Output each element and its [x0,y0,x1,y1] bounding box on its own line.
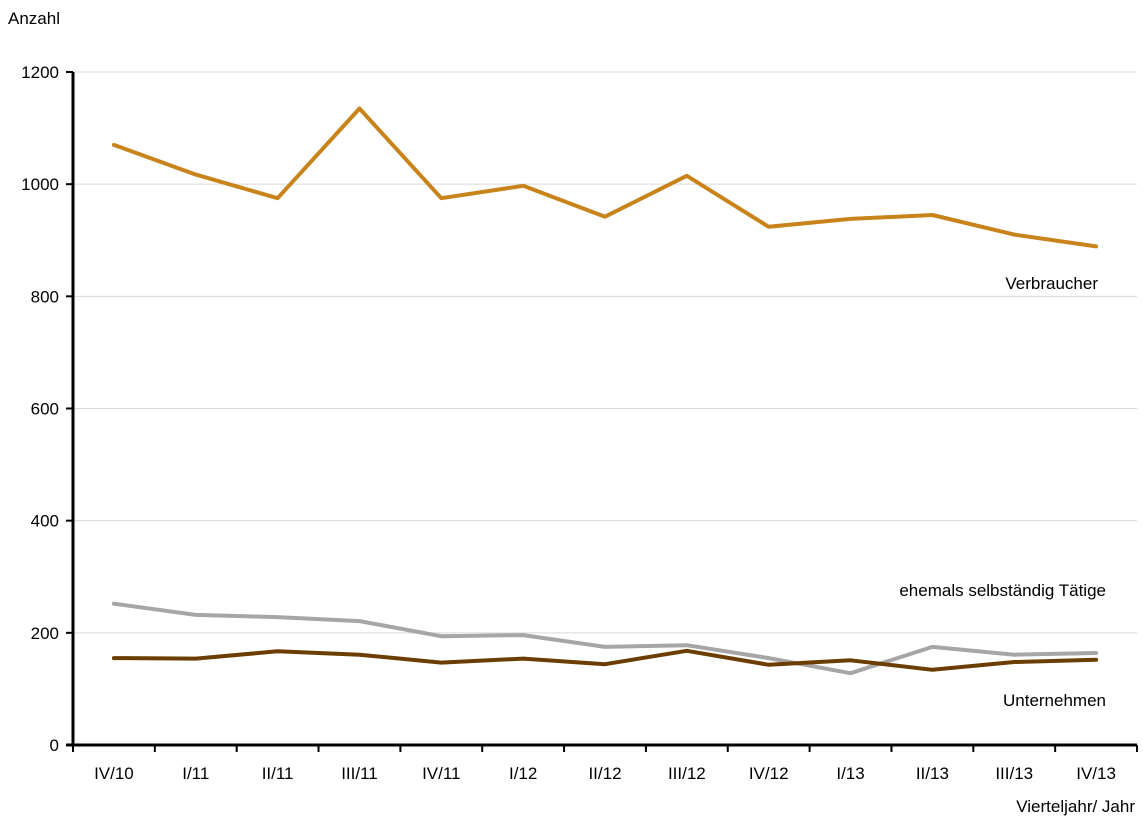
series-label-ehemals-selbstaendig-taetige: ehemals selbständig Tätige [899,581,1106,600]
y-tick-label-600: 600 [31,400,59,419]
y-tick-label-1000: 1000 [21,175,59,194]
x-tick-label-3: II/11 [262,764,294,783]
x-tick-label-8: III/12 [668,764,706,783]
x-tick-label-7: II/12 [588,764,621,783]
y-tick-label-200: 200 [31,624,59,643]
x-tick-label-12: III/13 [995,764,1033,783]
y-axis-label: Anzahl [8,9,60,28]
series-lines [111,106,1099,676]
x-tick-label-1: IV/10 [94,764,134,783]
y-tick-label-1200: 1200 [21,63,59,82]
y-tick-label-0: 0 [50,736,59,755]
x-tick-label-2: I/11 [182,764,209,783]
axes [66,71,1138,752]
x-axis-label: Vierteljahr/ Jahr [1016,797,1135,816]
series-line-3 [111,648,1099,672]
x-tick-label-5: IV/11 [422,764,460,783]
tick-labels: 0 200 400 600 800 1000 1200 IV/10 I/11 II/11 III/1… [21,63,1116,783]
series-label-verbraucher: Verbraucher [1005,274,1098,293]
x-tick-label-4: III/11 [341,764,378,783]
y-tick-label-800: 800 [31,287,59,306]
series-label-unternehmen: Unternehmen [1003,691,1106,710]
x-tick-label-9: IV/12 [749,764,789,783]
x-tick-label-13: IV/13 [1076,764,1116,783]
x-tick-label-6: I/12 [509,764,537,783]
series-line-1 [111,106,1099,249]
gridlines [73,71,1137,634]
series-line-2 [111,601,1099,676]
y-tick-label-400: 400 [31,512,59,531]
x-tick-label-10: I/13 [836,764,864,783]
x-tick-label-11: II/13 [916,764,949,783]
